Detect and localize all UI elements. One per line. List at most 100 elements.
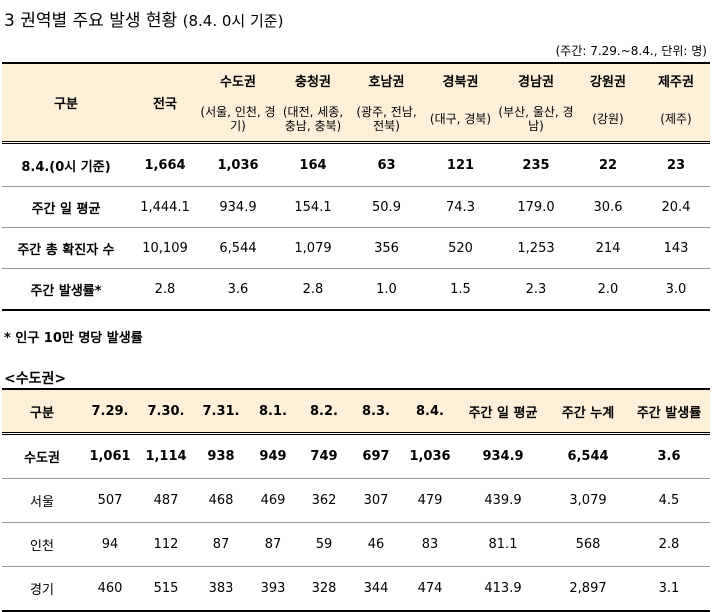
cell: 214 xyxy=(574,227,642,269)
cell: 23 xyxy=(666,157,686,173)
cell: 121 xyxy=(446,157,475,173)
cell: 1,664 xyxy=(144,157,186,173)
cell: 22 xyxy=(598,157,618,173)
column-header: 8.3. xyxy=(350,389,402,435)
section-label: <수도권> xyxy=(4,371,67,387)
table-row: 주간 일 평균 1,444.1 934.9 154.1 50.9 74.3 17… xyxy=(2,186,710,228)
cell: 3.6 xyxy=(200,268,276,310)
cell: 474 xyxy=(402,566,458,611)
row-label: 8.4.(0시 기준) xyxy=(21,159,111,175)
cell: 938 xyxy=(207,449,235,464)
region-desc: (광주, 전남, 전북) xyxy=(350,97,423,144)
region-header: 호남권 xyxy=(350,63,423,97)
cell: 112 xyxy=(138,522,194,567)
footnote: * 인구 10만 명당 발생률 xyxy=(4,331,143,346)
cell: 2,897 xyxy=(548,566,628,611)
row-label: 수도권 xyxy=(24,451,60,466)
cell: 1,253 xyxy=(498,227,574,269)
table-header-row: 구분 7.29. 7.30. 7.31. 8.1. 8.2. 8.3. 8.4.… xyxy=(2,389,710,435)
cell: 59 xyxy=(298,522,350,567)
cell: 2.3 xyxy=(498,268,574,310)
row-label: 주간 발생률* xyxy=(2,268,130,310)
cell: 568 xyxy=(548,522,628,567)
cell: 1,079 xyxy=(276,227,350,269)
cell: 1,036 xyxy=(217,157,259,173)
cell: 460 xyxy=(82,566,138,611)
unit-note: (주간: 7.29.~8.4., 단위: 명) xyxy=(555,44,707,58)
cell: 749 xyxy=(310,449,338,464)
capital-area-table: 구분 7.29. 7.30. 7.31. 8.1. 8.2. 8.3. 8.4.… xyxy=(2,388,710,612)
cell: 934.9 xyxy=(200,186,276,228)
cell: 934.9 xyxy=(482,449,524,464)
region-desc: (대전, 세종, 충남, 충북) xyxy=(276,97,350,144)
cell: 179.0 xyxy=(498,186,574,228)
cell: 2.8 xyxy=(628,522,710,567)
cell: 235 xyxy=(522,157,550,173)
row-label: 주간 일 평균 xyxy=(2,186,130,228)
cell: 1.5 xyxy=(423,268,498,310)
region-header: 제주권 xyxy=(642,63,710,97)
cell: 362 xyxy=(298,478,350,523)
region-desc: (부산, 울산, 경남) xyxy=(498,97,574,144)
title-main: 3 권역별 주요 발생 현황 xyxy=(4,11,178,31)
cell: 393 xyxy=(248,566,298,611)
table1-corner-header: 구분 xyxy=(2,63,130,144)
cell: 164 xyxy=(299,157,327,173)
cell: 46 xyxy=(350,522,402,567)
cell: 81.1 xyxy=(458,522,548,567)
cell: 30.6 xyxy=(574,186,642,228)
title-subtitle: (8.4. 0시 기준) xyxy=(182,12,284,30)
cell: 2.0 xyxy=(574,268,642,310)
cell: 50.9 xyxy=(350,186,423,228)
cell: 487 xyxy=(138,478,194,523)
column-header: 8.1. xyxy=(248,389,298,435)
cell: 94 xyxy=(82,522,138,567)
cell: 87 xyxy=(194,522,248,567)
table-row: 인천 94 112 87 87 59 46 83 81.1 568 2.8 xyxy=(2,522,710,567)
column-header: 7.29. xyxy=(82,389,138,435)
column-header: 8.2. xyxy=(298,389,350,435)
cell: 20.4 xyxy=(642,186,710,228)
cell: 143 xyxy=(642,227,710,269)
cell: 439.9 xyxy=(458,478,548,523)
cell: 6,544 xyxy=(200,227,276,269)
cell: 83 xyxy=(402,522,458,567)
cell: 949 xyxy=(259,449,287,464)
region-header: 강원권 xyxy=(574,63,642,97)
row-label: 인천 xyxy=(2,522,82,567)
cell: 3,079 xyxy=(548,478,628,523)
table1-national-header: 전국 xyxy=(130,63,200,144)
region-desc: (강원) xyxy=(574,97,642,144)
cell: 10,109 xyxy=(130,227,200,269)
cell: 4.5 xyxy=(628,478,710,523)
cell: 1,114 xyxy=(145,449,187,464)
cell: 154.1 xyxy=(276,186,350,228)
page-title: 3 권역별 주요 발생 현황 (8.4. 0시 기준) xyxy=(4,6,283,31)
cell: 469 xyxy=(248,478,298,523)
cell: 356 xyxy=(350,227,423,269)
cell: 697 xyxy=(362,449,390,464)
region-header: 충청권 xyxy=(276,63,350,97)
row-label: 경기 xyxy=(2,566,82,611)
cell: 328 xyxy=(298,566,350,611)
column-header: 주간 발생률 xyxy=(628,389,710,435)
cell: 515 xyxy=(138,566,194,611)
cell: 2.8 xyxy=(276,268,350,310)
cell: 3.0 xyxy=(642,268,710,310)
region-header: 수도권 xyxy=(200,63,276,97)
column-header: 구분 xyxy=(2,389,82,435)
cell: 3.1 xyxy=(628,566,710,611)
region-desc: (제주) xyxy=(642,97,710,144)
cell: 307 xyxy=(350,478,402,523)
region-desc: (서울, 인천, 경기) xyxy=(200,97,276,144)
column-header: 7.31. xyxy=(194,389,248,435)
cell: 344 xyxy=(350,566,402,611)
cell: 63 xyxy=(377,157,396,173)
cell: 468 xyxy=(194,478,248,523)
cell: 2.8 xyxy=(130,268,200,310)
regional-summary-table: 구분 전국 수도권 충청권 호남권 경북권 경남권 강원권 제주권 (서울, 인… xyxy=(2,62,710,311)
region-header: 경남권 xyxy=(498,63,574,97)
cell: 6,544 xyxy=(567,449,609,464)
cell: 413.9 xyxy=(458,566,548,611)
region-desc: (대구, 경북) xyxy=(423,97,498,144)
